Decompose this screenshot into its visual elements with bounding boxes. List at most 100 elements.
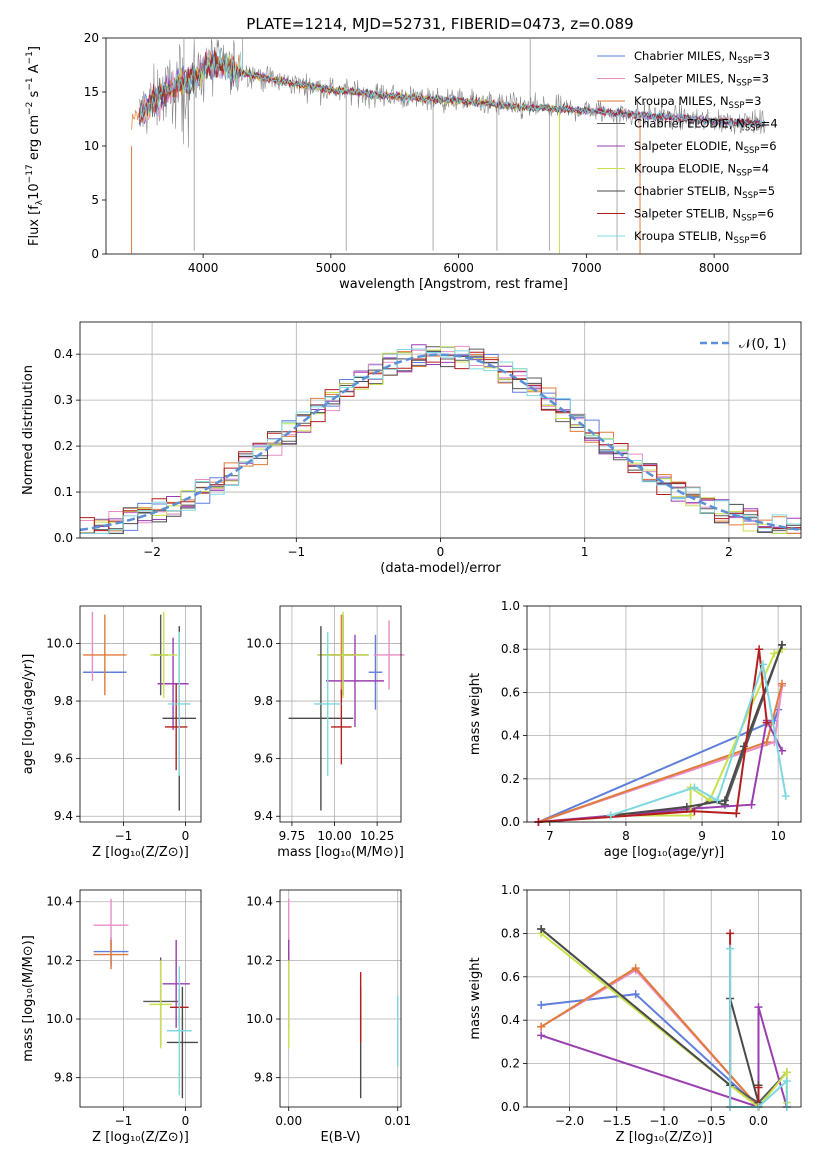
axes-4 [523, 605, 801, 826]
x-tick-label: 10 [771, 829, 786, 843]
y-tick-label: 9.8 [54, 1071, 73, 1085]
x-axis-label: Z [log₁₀(Z/Z⊙)] [92, 845, 189, 860]
weight-marker [777, 640, 786, 649]
y-tick-label: 0.1 [54, 485, 73, 499]
weight-marker [537, 1001, 546, 1010]
x-tick-label: 7000 [571, 261, 602, 275]
x-tick-label: 7 [546, 829, 554, 843]
weight-marker [682, 802, 691, 811]
y-tick-label: 10.0 [46, 1012, 73, 1026]
weight-marker [726, 944, 735, 953]
x-tick-label: −1 [115, 829, 133, 843]
x-tick-label: 8000 [699, 261, 730, 275]
legend-entry: Salpeter MILES, NSSP=3 [634, 72, 769, 89]
model-spectrum [138, 49, 766, 128]
legend-entry: Chabrier ELODIE, NSSP=4 [634, 117, 778, 134]
weight-marker [606, 811, 615, 820]
weight-marker [762, 718, 771, 727]
x-tick-label: 0 [182, 829, 190, 843]
y-tick-label: 10.0 [46, 636, 73, 650]
axes-3 [276, 606, 401, 826]
x-tick-label: 0.00 [275, 1114, 302, 1128]
x-tick-label: 0.0 [749, 1114, 768, 1128]
weight-marker [690, 783, 699, 792]
legend-entry: Chabrier STELIB, NSSP=5 [634, 184, 775, 201]
y-tick-label: 9.8 [54, 694, 73, 708]
y-tick-label: 0.0 [501, 815, 520, 829]
y-tick-label: 0.0 [54, 531, 73, 545]
weight-marker [631, 964, 640, 973]
weight-marker [777, 679, 786, 688]
y-axis-label: mass [log₁₀(M/M⊙)] [21, 935, 36, 1062]
weight-marker [747, 800, 756, 809]
x-axis-label: age [log₁₀(age/yr)] [604, 845, 725, 860]
y-tick-label: 0.2 [54, 439, 73, 453]
histogram-series [80, 346, 801, 534]
weight-series [540, 966, 760, 1108]
y-tick-label: 9.6 [54, 752, 73, 766]
axes-6 [276, 890, 401, 1111]
weight-marker [754, 1083, 763, 1092]
y-tick-label: 0.6 [501, 685, 520, 699]
x-tick-label: 5000 [316, 261, 347, 275]
axes-frame [79, 321, 802, 539]
y-tick-label: 0.2 [501, 772, 520, 786]
y-tick-label: 0.6 [501, 970, 520, 984]
normal-curve [79, 353, 802, 532]
legend-entry: Kroupa STELIB, NSSP=6 [634, 229, 766, 246]
axes-frame [279, 889, 402, 1108]
x-axis-label: mass [log₁₀(M/M⊙)] [277, 845, 404, 860]
x-tick-label: −1 [115, 1114, 133, 1128]
y-tick-label: 0.2 [501, 1057, 520, 1071]
y-axis-label: mass weight [468, 957, 483, 1039]
x-tick-label: −1 [287, 545, 305, 559]
y-tick-label: 9.4 [54, 809, 73, 823]
x-axis-label: Z [log₁₀(Z/Z⊙)] [616, 1130, 713, 1145]
x-tick-label: 4000 [188, 261, 219, 275]
legend-entry: 𝒩(0, 1) [739, 337, 786, 352]
legend-entry: Kroupa MILES, NSSP=3 [634, 94, 761, 111]
weight-marker [781, 792, 790, 801]
weight-marker [770, 649, 779, 658]
weight-marker [755, 645, 764, 654]
y-tick-label: 10 [84, 139, 99, 153]
weight-marker [537, 925, 546, 934]
x-tick-label: 10.00 [317, 829, 351, 843]
legend-entry: Salpeter ELODIE, NSSP=6 [634, 139, 777, 156]
y-tick-label: 0.0 [501, 1100, 520, 1114]
weight-marker [726, 929, 735, 938]
y-tick-label: 0.8 [501, 642, 520, 656]
axes-frame [526, 889, 802, 1108]
model-spectrum [138, 50, 766, 128]
y-tick-label: 0.4 [501, 1013, 520, 1027]
y-tick-label: 1.0 [501, 883, 520, 897]
y-tick-label: 0.8 [501, 926, 520, 940]
x-axis-label: Z [log₁₀(Z/Z⊙)] [92, 1130, 189, 1145]
x-tick-label: 0.01 [384, 1114, 411, 1128]
y-tick-label: 0.3 [54, 393, 73, 407]
x-tick-label: −2.0 [555, 1114, 584, 1128]
y-tick-label: 10.4 [46, 895, 73, 909]
axes-frame [279, 605, 402, 823]
y-tick-label: 10.2 [46, 953, 73, 967]
y-tick-label: 9.6 [254, 752, 273, 766]
legend-entry: Chabrier MILES, NSSP=3 [634, 49, 770, 66]
weight-marker [732, 809, 741, 818]
weight-marker [690, 807, 699, 816]
legend-entry: Kroupa ELODIE, NSSP=4 [634, 162, 769, 179]
axes-5 [76, 890, 201, 1111]
x-tick-label: −0.5 [697, 1114, 726, 1128]
y-tick-label: 0 [91, 247, 99, 261]
weight-marker [631, 990, 640, 999]
x-tick-label: 0 [437, 545, 445, 559]
y-tick-label: 0.4 [501, 729, 520, 743]
x-tick-label: 2 [725, 545, 733, 559]
y-axis-label: age [log₁₀(age/yr)] [21, 654, 36, 775]
y-tick-label: 5 [91, 193, 99, 207]
y-tick-label: 9.8 [254, 694, 273, 708]
histogram-series [80, 351, 801, 532]
y-tick-label: 0.4 [54, 347, 73, 361]
x-tick-label: 9 [698, 829, 706, 843]
x-tick-label: 0 [182, 1114, 190, 1128]
